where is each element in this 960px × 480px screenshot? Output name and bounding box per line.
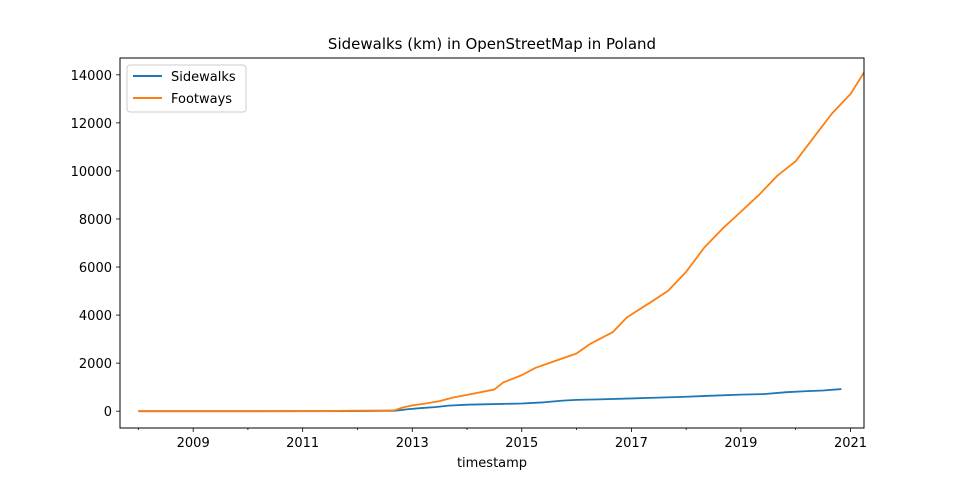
legend: Sidewalks Footways: [126, 64, 247, 113]
y-tick-label: 8000: [79, 213, 112, 228]
y-axis: 0 2000 4000 6000 8000 10000 12000 14000: [71, 69, 120, 420]
x-tick-label: 2013: [396, 436, 429, 451]
series-line-sidewalks: [138, 388, 842, 413]
x-axis-label: timestamp: [457, 456, 527, 471]
x-tick-label: 2011: [286, 436, 319, 451]
chart-title: Sidewalks (km) in OpenStreetMap in Polan…: [328, 35, 656, 53]
x-tick-label: 2009: [177, 436, 210, 451]
y-tick-label: 4000: [79, 309, 112, 324]
legend-label-sidewalks: Sidewalks: [171, 70, 236, 85]
plot-frame: [119, 57, 865, 429]
x-tick-label: 2017: [615, 436, 648, 451]
x-tick-label: 2021: [834, 436, 867, 451]
series-lines: [138, 71, 865, 413]
y-tick-label: 14000: [71, 69, 112, 84]
series-line-footways: [138, 71, 865, 413]
x-axis: 2009 2011 2013 2015 2017 2019 2021: [137, 428, 867, 451]
y-tick-label: 6000: [79, 261, 112, 276]
y-tick-label: 2000: [79, 357, 112, 372]
x-tick-label: 2019: [724, 436, 757, 451]
x-tick-label: 2015: [505, 436, 538, 451]
plot-area: [120, 58, 864, 428]
legend-label-footways: Footways: [171, 92, 232, 107]
y-tick-label: 12000: [71, 117, 112, 132]
y-tick-label: 0: [104, 405, 112, 420]
y-tick-label: 10000: [71, 165, 112, 180]
